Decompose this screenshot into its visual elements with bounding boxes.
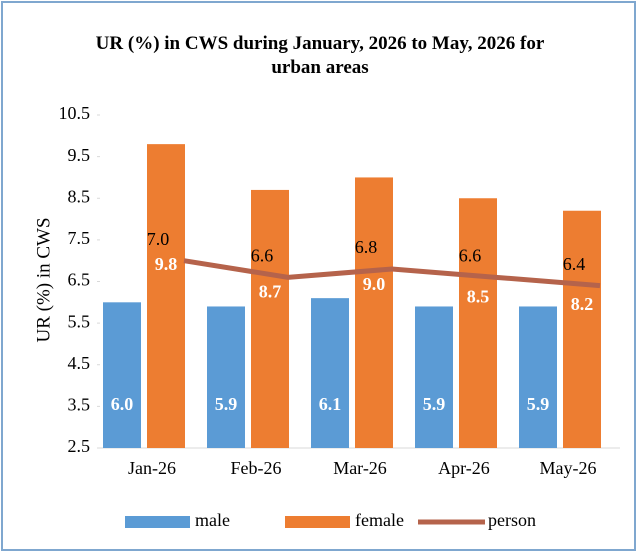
data-label: 8.5: [467, 286, 490, 306]
y-tick-label: 8.5: [68, 186, 91, 206]
bar: [459, 198, 497, 448]
data-label: 7.0: [147, 229, 170, 249]
y-tick-label: 3.5: [68, 395, 91, 415]
bar: [207, 306, 245, 448]
legend-label: person: [488, 510, 536, 530]
bar: [519, 306, 557, 448]
bar: [355, 177, 393, 448]
x-tick-label: Apr-26: [438, 458, 490, 478]
x-tick-label: Jan-26: [128, 458, 176, 478]
chart-title: UR (%) in CWS during January, 2026 to Ma…: [95, 33, 545, 78]
legend-label: male: [195, 510, 230, 530]
bar: [415, 306, 453, 448]
y-tick-label: 2.5: [68, 436, 91, 456]
y-tick-label: 5.5: [68, 311, 91, 331]
y-tick-label: 6.5: [68, 270, 91, 290]
y-tick-label: 7.5: [68, 228, 91, 248]
y-tick-label: 4.5: [68, 353, 91, 373]
x-tick-label: May-26: [540, 458, 597, 478]
y-tick-label: 9.5: [68, 145, 91, 165]
data-label: 9.0: [363, 274, 386, 294]
legend-swatch: [285, 516, 350, 528]
x-tick-label: Feb-26: [231, 458, 282, 478]
data-label: 6.6: [251, 245, 274, 265]
data-label: 6.1: [319, 394, 342, 414]
data-label: 5.9: [423, 394, 446, 414]
data-label: 8.7: [259, 281, 282, 301]
x-tick-label: Mar-26: [333, 458, 387, 478]
line: [183, 258, 601, 289]
chart-frame: [1, 1, 636, 551]
data-label: 6.4: [563, 254, 586, 274]
data-label: 9.8: [155, 254, 178, 274]
data-label: 6.0: [111, 394, 134, 414]
bar: [147, 144, 185, 448]
bar: [103, 302, 141, 448]
legend-label: female: [355, 510, 404, 530]
data-label: 5.9: [215, 394, 238, 414]
data-label: 8.2: [571, 294, 594, 314]
data-label: 5.9: [527, 394, 550, 414]
data-label: 6.6: [459, 245, 482, 265]
y-axis-label: UR (%) in CWS: [33, 217, 54, 342]
bar: [563, 210, 601, 448]
legend-swatch: [125, 516, 190, 528]
bar: [251, 189, 289, 449]
y-tick-label: 10.5: [59, 103, 91, 123]
data-label: 6.8: [355, 237, 378, 257]
bar: [311, 298, 349, 448]
